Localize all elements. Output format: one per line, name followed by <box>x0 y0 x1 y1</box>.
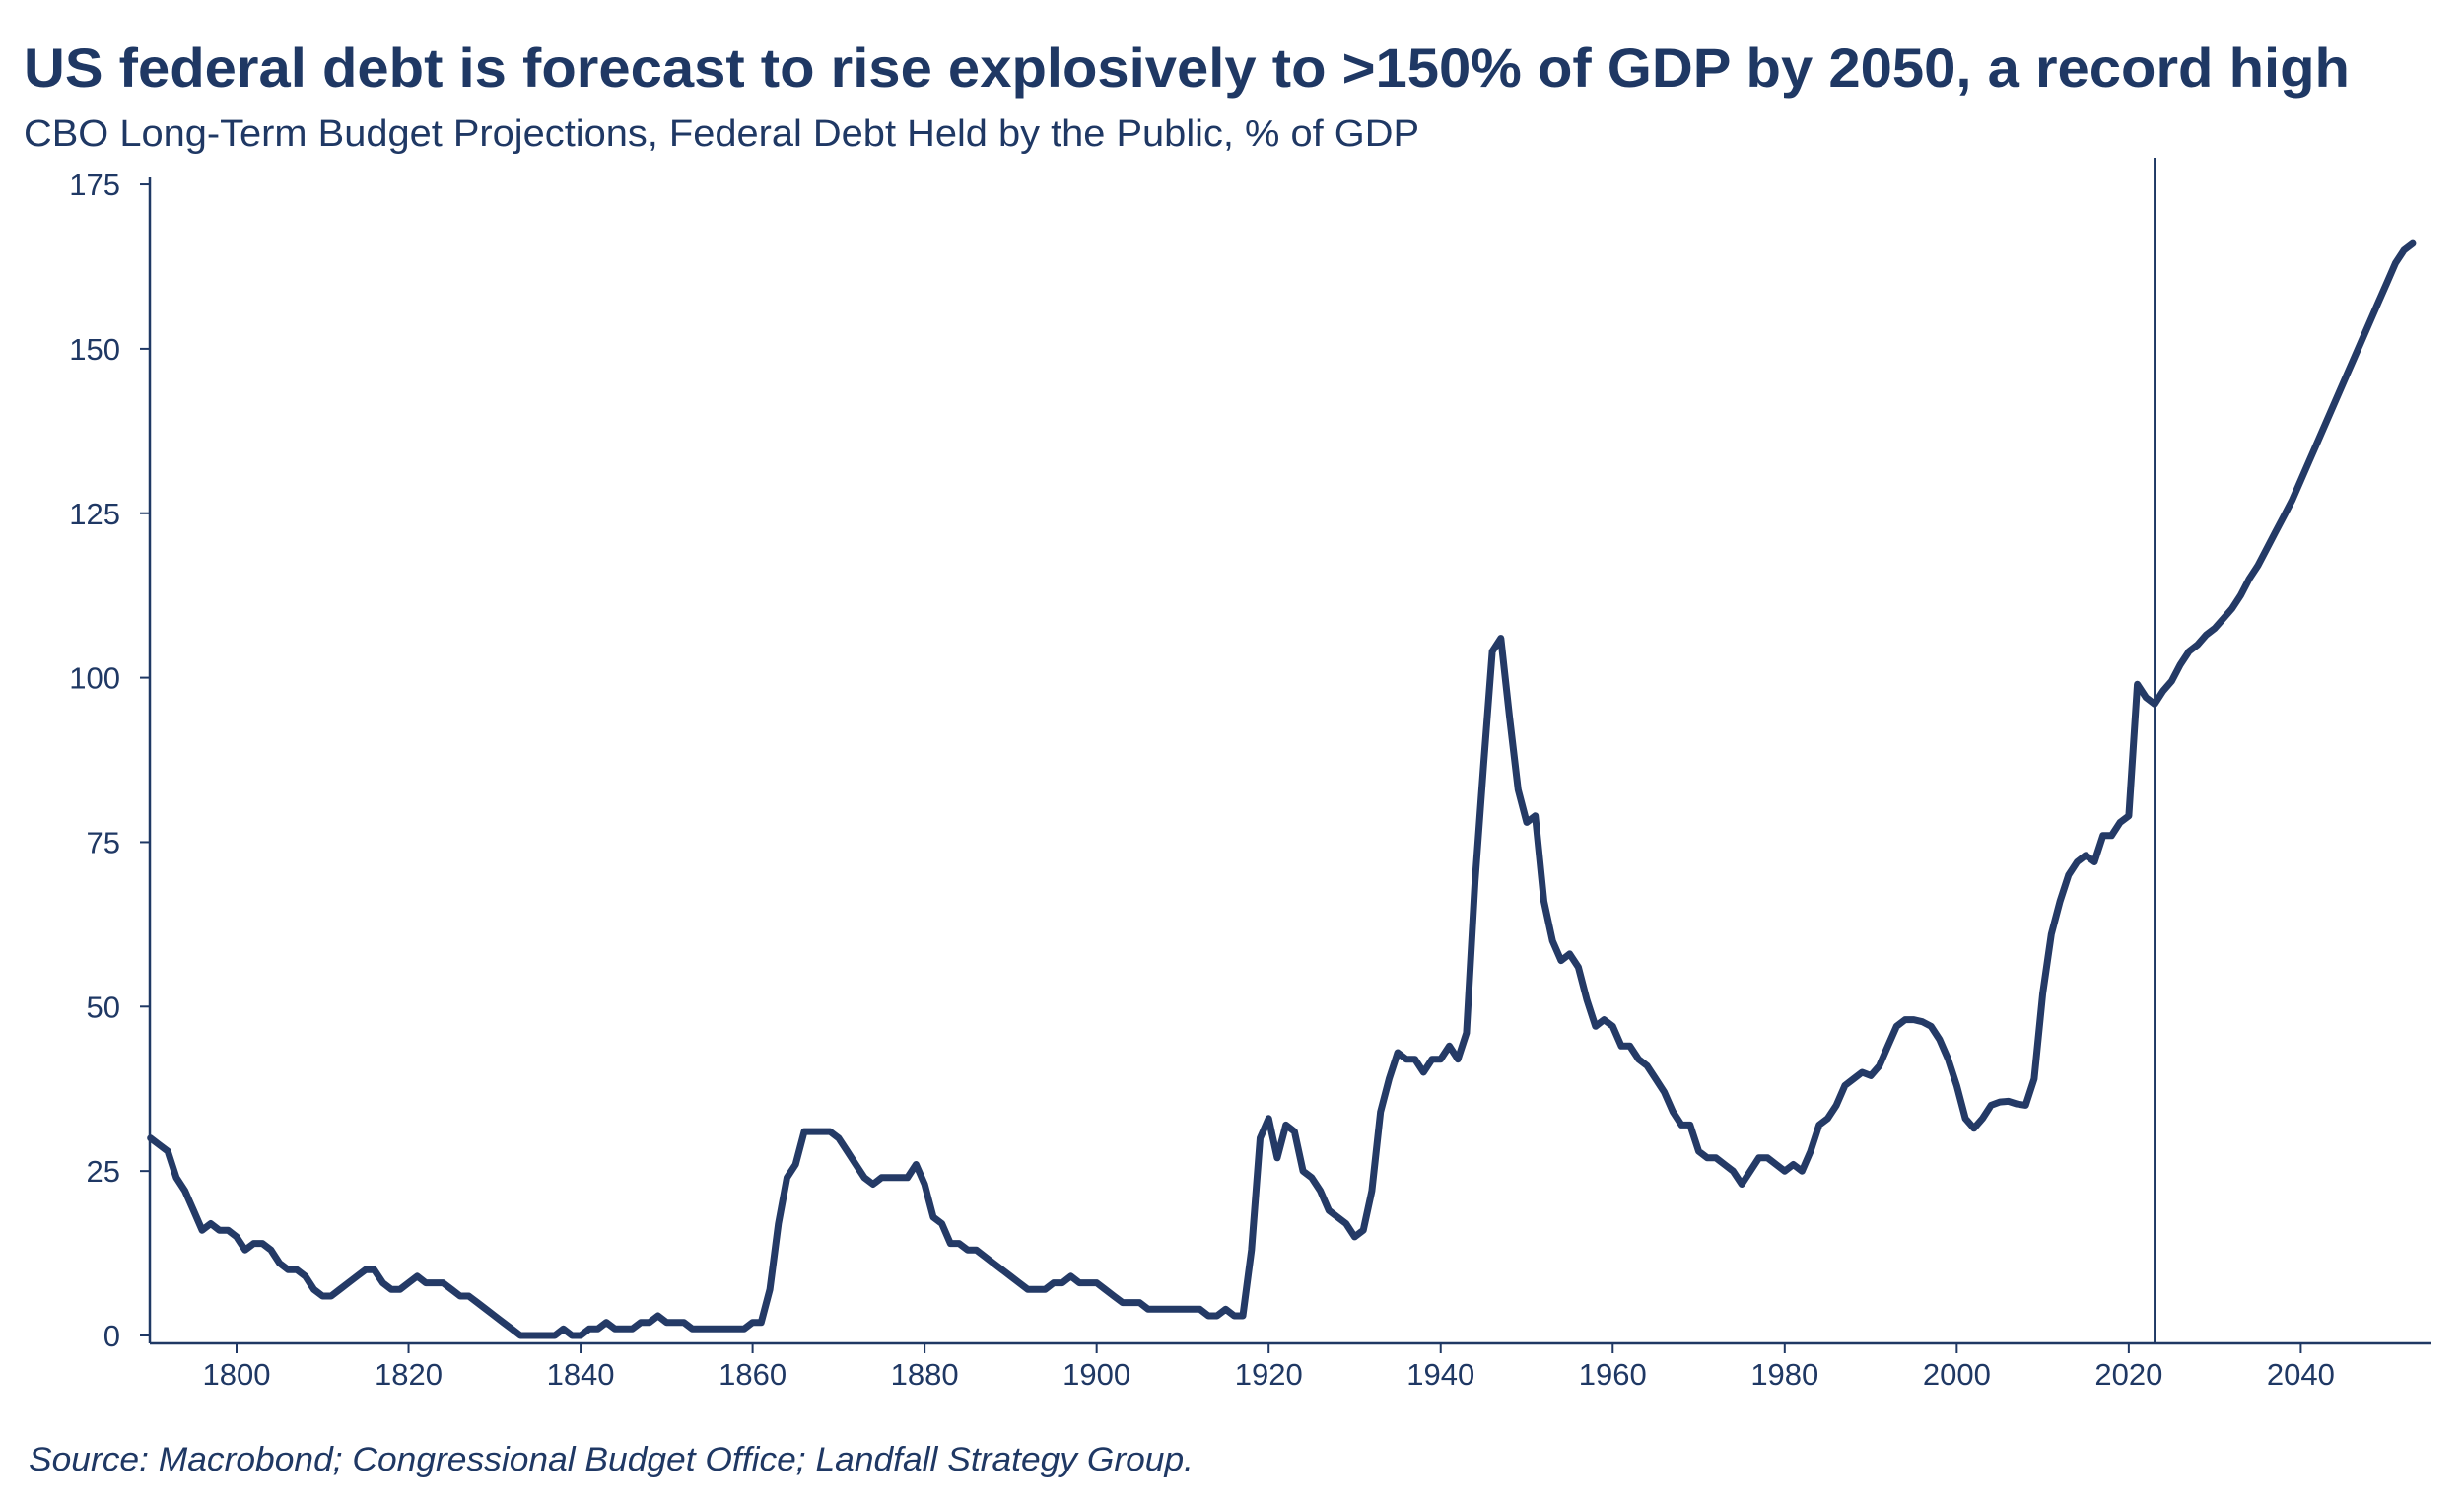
x-tick-label: 1840 <box>547 1357 615 1392</box>
y-tick-label: 50 <box>87 990 120 1024</box>
axes: 0 25 50 75 100 125 150 175 1800 1820 1840 1860 1880 1… <box>69 168 2431 1392</box>
y-tick-label: 0 <box>103 1319 120 1353</box>
debt-series-line <box>147 239 2417 1339</box>
x-tick-label: 1920 <box>1235 1357 1303 1392</box>
x-tick-label: 1900 <box>1062 1357 1130 1392</box>
y-tick-label: 100 <box>69 661 120 696</box>
y-tick-label: 25 <box>87 1154 120 1189</box>
x-tick-label: 2000 <box>1923 1357 1991 1392</box>
chart-subtitle: CBO Long-Term Budget Projections, Federa… <box>24 113 1419 155</box>
y-tick-label: 175 <box>69 168 120 202</box>
x-tick-label: 1800 <box>203 1357 271 1392</box>
plot-area <box>147 158 2417 1343</box>
x-tick-label: 1820 <box>375 1357 443 1392</box>
x-tick-label: 1960 <box>1579 1357 1647 1392</box>
y-tick-label: 125 <box>69 497 120 531</box>
chart-title: US federal debt is forecast to rise expl… <box>24 36 2350 99</box>
x-tick-label: 1980 <box>1750 1357 1818 1392</box>
x-tick-label: 1940 <box>1406 1357 1474 1392</box>
y-tick-label: 75 <box>87 825 120 859</box>
x-tick-label: 1880 <box>891 1357 959 1392</box>
x-tick-label: 2020 <box>2094 1357 2162 1392</box>
source-note: Source: Macrobond; Congressional Budget … <box>29 1441 1194 1478</box>
x-tick-label: 2040 <box>2267 1357 2335 1392</box>
x-tick-label: 1860 <box>719 1357 787 1392</box>
y-tick-label: 150 <box>69 332 120 367</box>
